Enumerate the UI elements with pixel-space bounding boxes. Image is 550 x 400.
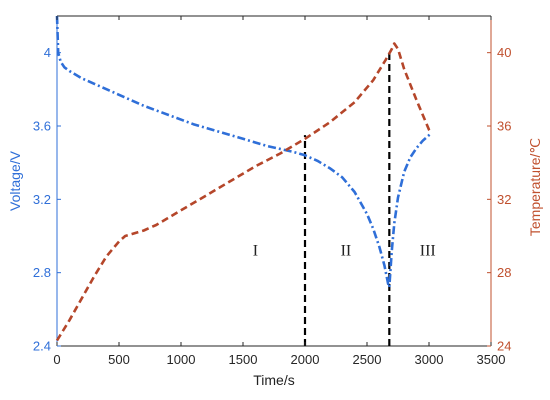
x-tick-label: 500 [108, 352, 130, 367]
axes: 0 500 1000 1500 2000 2500 3000 3500 2.4 2.8 3.2 3.6… [33, 16, 511, 367]
region-labels: I II III [253, 243, 436, 260]
right-y-tick-label: 40 [497, 45, 511, 60]
left-y-tick-label: 4 [44, 45, 51, 60]
right-y-tick-label: 32 [497, 192, 511, 207]
series-layer [55, 15, 433, 342]
x-tick-label: 3500 [477, 352, 506, 367]
x-tick-label: 3000 [415, 352, 444, 367]
x-tick-label: 2000 [291, 352, 320, 367]
x-axis-title: Time/s [253, 372, 294, 388]
right-y-tick-label: 28 [497, 265, 511, 280]
temperature-series-line [55, 42, 433, 342]
divider-lines [303, 49, 391, 346]
left-y-tick-label: 3.6 [33, 119, 51, 134]
voltage-series-line [55, 15, 433, 289]
right-y-axis-title: Temperature/℃ [527, 138, 543, 236]
left-y-axis-title: Voltage/V [7, 150, 23, 211]
x-tick-label: 0 [53, 352, 60, 367]
region-label: I [253, 243, 258, 260]
right-y-tick-label: 36 [497, 119, 511, 134]
right-y-tick-label: 24 [497, 339, 511, 354]
plot-frame [56, 15, 492, 347]
region-label: II [341, 243, 352, 260]
x-tick-label: 1000 [167, 352, 196, 367]
x-tick-label: 1500 [229, 352, 258, 367]
left-y-tick-label: 2.8 [33, 265, 51, 280]
left-y-tick-label: 2.4 [33, 339, 51, 354]
left-y-tick-label: 3.2 [33, 192, 51, 207]
region-label: III [420, 243, 436, 260]
x-tick-label: 2500 [353, 352, 382, 367]
